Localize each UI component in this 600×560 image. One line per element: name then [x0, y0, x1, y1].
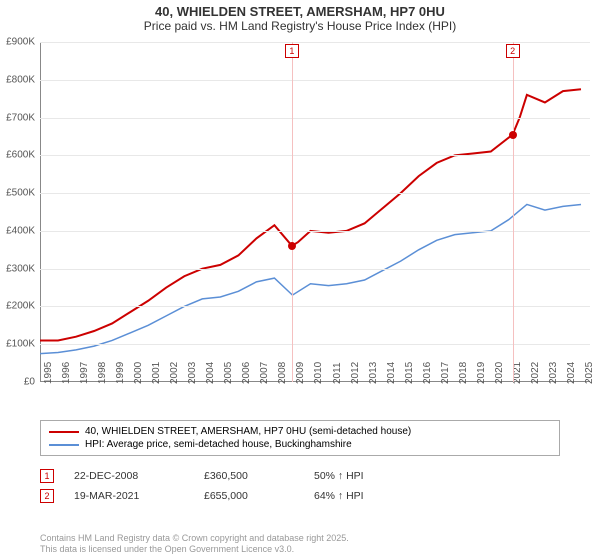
sale-pct: 50% ↑ HPI	[314, 470, 404, 482]
title-block: 40, WHIELDEN STREET, AMERSHAM, HP7 0HU P…	[0, 0, 600, 35]
x-axis-label: 2007	[259, 362, 270, 384]
y-axis-label: £600K	[6, 150, 35, 161]
legend-box: 40, WHIELDEN STREET, AMERSHAM, HP7 0HU (…	[40, 420, 560, 456]
y-axis-label: £400K	[6, 225, 35, 236]
y-axis-label: £300K	[6, 263, 35, 274]
y-axis-label: £800K	[6, 74, 35, 85]
marker-label-1: 1	[285, 44, 299, 58]
sale-row-2: 2 19-MAR-2021 £655,000 64% ↑ HPI	[40, 486, 560, 506]
gridline-h	[40, 193, 590, 194]
sale-date: 19-MAR-2021	[74, 490, 184, 502]
gridline-h	[40, 155, 590, 156]
x-axis-label: 2006	[241, 362, 252, 384]
x-axis-label: 2016	[422, 362, 433, 384]
sale-marker: 2	[40, 489, 54, 503]
gridline-h	[40, 118, 590, 119]
gridline-h	[40, 344, 590, 345]
legend-swatch	[49, 431, 79, 433]
x-axis-label: 2010	[313, 362, 324, 384]
x-axis-label: 2018	[458, 362, 469, 384]
chart-container: 40, WHIELDEN STREET, AMERSHAM, HP7 0HU P…	[0, 0, 600, 560]
x-axis-label: 1998	[97, 362, 108, 384]
marker-dot-2	[509, 131, 517, 139]
sale-marker: 1	[40, 469, 54, 483]
x-axis-label: 2024	[566, 362, 577, 384]
x-axis-label: 2000	[133, 362, 144, 384]
x-axis-label: 2004	[205, 362, 216, 384]
x-axis-label: 2022	[530, 362, 541, 384]
x-axis-label: 2005	[223, 362, 234, 384]
x-axis-label: 2003	[187, 362, 198, 384]
x-axis-label: 1999	[115, 362, 126, 384]
x-axis-label: 2009	[295, 362, 306, 384]
chart-area: £0£100K£200K£300K£400K£500K£600K£700K£80…	[40, 42, 590, 382]
marker-vline	[513, 42, 514, 382]
footer-line1: Contains HM Land Registry data © Crown c…	[40, 533, 349, 545]
x-axis-label: 2001	[151, 362, 162, 384]
legend-label: HPI: Average price, semi-detached house,…	[85, 439, 352, 450]
gridline-h	[40, 269, 590, 270]
series-line-hpi	[40, 204, 581, 353]
x-axis-label: 1997	[79, 362, 90, 384]
x-axis-label: 2019	[476, 362, 487, 384]
y-axis-label: £900K	[6, 37, 35, 48]
gridline-h	[40, 80, 590, 81]
sales-table: 1 22-DEC-2008 £360,500 50% ↑ HPI 2 19-MAR-202…	[40, 466, 560, 506]
x-axis-label: 2015	[404, 362, 415, 384]
x-axis-label: 2020	[494, 362, 505, 384]
legend-item: 40, WHIELDEN STREET, AMERSHAM, HP7 0HU (…	[49, 425, 551, 438]
gridline-h	[40, 42, 590, 43]
sale-price: £360,500	[204, 470, 294, 482]
y-axis-label: £700K	[6, 112, 35, 123]
x-axis-label: 2011	[332, 362, 343, 384]
legend-item: HPI: Average price, semi-detached house,…	[49, 438, 551, 451]
x-axis-label: 2008	[277, 362, 288, 384]
x-axis-label: 1996	[61, 362, 72, 384]
x-axis-label: 1995	[43, 362, 54, 384]
marker-label-2: 2	[506, 44, 520, 58]
sale-pct: 64% ↑ HPI	[314, 490, 404, 502]
x-axis-label: 2017	[440, 362, 451, 384]
marker-dot-1	[288, 242, 296, 250]
x-axis-label: 2023	[548, 362, 559, 384]
chart-svg	[40, 42, 590, 382]
x-axis-label: 2012	[350, 362, 361, 384]
x-axis-label: 2014	[386, 362, 397, 384]
x-axis-label: 2013	[368, 362, 379, 384]
sale-row-1: 1 22-DEC-2008 £360,500 50% ↑ HPI	[40, 466, 560, 486]
sale-date: 22-DEC-2008	[74, 470, 184, 482]
gridline-h	[40, 306, 590, 307]
y-axis-label: £200K	[6, 301, 35, 312]
title-subtitle: Price paid vs. HM Land Registry's House …	[0, 19, 600, 33]
footer-line2: This data is licensed under the Open Gov…	[40, 544, 349, 556]
legend-swatch	[49, 444, 79, 446]
x-axis-label: 2025	[584, 362, 595, 384]
x-axis-label: 2002	[169, 362, 180, 384]
sale-price: £655,000	[204, 490, 294, 502]
footer-attribution: Contains HM Land Registry data © Crown c…	[40, 533, 349, 556]
marker-vline	[292, 42, 293, 382]
gridline-h	[40, 231, 590, 232]
y-axis-label: £500K	[6, 188, 35, 199]
series-line-price	[40, 89, 581, 340]
legend-label: 40, WHIELDEN STREET, AMERSHAM, HP7 0HU (…	[85, 426, 411, 437]
title-address: 40, WHIELDEN STREET, AMERSHAM, HP7 0HU	[0, 4, 600, 19]
y-axis-label: £100K	[6, 339, 35, 350]
y-axis-label: £0	[24, 377, 35, 388]
